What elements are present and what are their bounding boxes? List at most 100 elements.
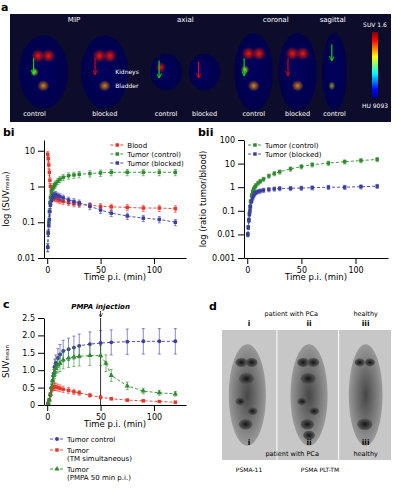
point	[58, 387, 61, 390]
point	[142, 399, 145, 402]
annotation-arrow	[100, 311, 101, 317]
legend-entry: Tumor (blocked)	[110, 160, 184, 168]
error-bar	[300, 186, 303, 190]
arrow	[159, 61, 160, 78]
legend-entry: Tumor control	[50, 436, 115, 444]
hotspot	[328, 81, 335, 90]
error-bar	[174, 219, 177, 225]
dark-node	[357, 418, 372, 430]
legend-entry: Tumor (blocked)	[248, 151, 322, 159]
annotation: control	[155, 110, 178, 118]
point	[77, 353, 82, 358]
annotation: i	[248, 319, 251, 328]
series-line	[48, 194, 176, 247]
y-axis: 0.010.1110	[17, 141, 44, 264]
legend-entry: Tumor(TM simultaneous)	[50, 447, 132, 463]
y-tick-label: 2.0	[22, 331, 35, 340]
error-bar	[126, 329, 129, 354]
error-bar	[248, 205, 251, 209]
error-bar	[48, 209, 51, 215]
annotation: axial	[177, 16, 194, 24]
point	[125, 340, 129, 344]
point	[157, 390, 162, 395]
point	[310, 186, 313, 189]
legend-label-line: (TM simultaneous)	[67, 455, 132, 463]
hotspot	[92, 69, 99, 76]
x-axis-line	[245, 258, 389, 259]
error-bar	[62, 386, 65, 392]
point	[47, 231, 50, 234]
annotation: sagittal	[320, 16, 346, 24]
error-bar	[142, 215, 145, 221]
error-bar	[88, 171, 91, 177]
error-bar	[311, 186, 314, 190]
series-line	[48, 341, 175, 403]
series-line	[248, 186, 377, 234]
legend-label-line: Tumor control	[66, 436, 115, 444]
error-bar	[110, 204, 113, 210]
annotation: ii	[306, 319, 311, 328]
error-bar	[72, 389, 75, 394]
x-axis-line	[45, 405, 187, 406]
body-shape	[229, 344, 266, 445]
point	[141, 388, 146, 393]
error-bar	[327, 161, 330, 165]
error-bar	[126, 205, 129, 211]
point	[99, 208, 102, 211]
point	[50, 199, 53, 202]
body-shape	[234, 33, 273, 111]
error-bar	[110, 397, 113, 400]
point	[174, 221, 177, 224]
dark-node	[239, 419, 253, 429]
y-tick-label: 0.1	[22, 218, 35, 227]
arrow	[198, 62, 199, 78]
point	[72, 200, 75, 203]
point	[249, 205, 252, 208]
point	[126, 171, 129, 174]
y-tick-label: 0	[30, 401, 35, 410]
y-tick: 0.001	[212, 254, 244, 263]
point	[46, 246, 49, 249]
legend-swatch-marker	[54, 466, 59, 471]
y-tick: 0.1	[22, 218, 44, 227]
point	[61, 388, 64, 391]
error-bar	[142, 329, 145, 354]
error-bar	[72, 199, 75, 205]
error-bar	[142, 205, 145, 211]
point	[67, 174, 70, 177]
point	[142, 171, 145, 174]
error-bar	[289, 186, 292, 190]
hotspot	[285, 66, 292, 73]
y-tick-mark	[38, 335, 44, 336]
error-bar	[78, 171, 81, 177]
point	[359, 159, 362, 162]
point	[289, 167, 292, 170]
y-tick: 2.5	[22, 314, 44, 323]
point	[267, 188, 270, 191]
error-bar	[46, 244, 49, 252]
dark-node	[297, 398, 307, 406]
y-tick-mark	[238, 234, 244, 235]
x-tick-mark	[247, 258, 248, 264]
y-tick-label: 1.0	[22, 366, 35, 375]
point	[126, 398, 129, 401]
error-bar	[174, 206, 177, 213]
point	[67, 198, 70, 201]
image-panel	[222, 330, 391, 460]
x-tick-mark	[47, 258, 48, 264]
hotspot	[103, 49, 117, 63]
annotation: PMPA injection	[71, 303, 130, 311]
point	[109, 340, 113, 344]
point	[48, 210, 51, 213]
image-background	[222, 330, 391, 460]
error-bar	[126, 213, 129, 219]
y-tick-mark	[238, 258, 244, 259]
legend-entry: Tumor (control)	[248, 142, 319, 150]
error-bar	[48, 177, 51, 183]
point	[273, 187, 276, 190]
point	[278, 170, 281, 173]
annotation: control	[243, 110, 266, 118]
annotation: MIP	[68, 16, 80, 24]
error-bar	[67, 173, 70, 179]
point	[247, 226, 250, 229]
